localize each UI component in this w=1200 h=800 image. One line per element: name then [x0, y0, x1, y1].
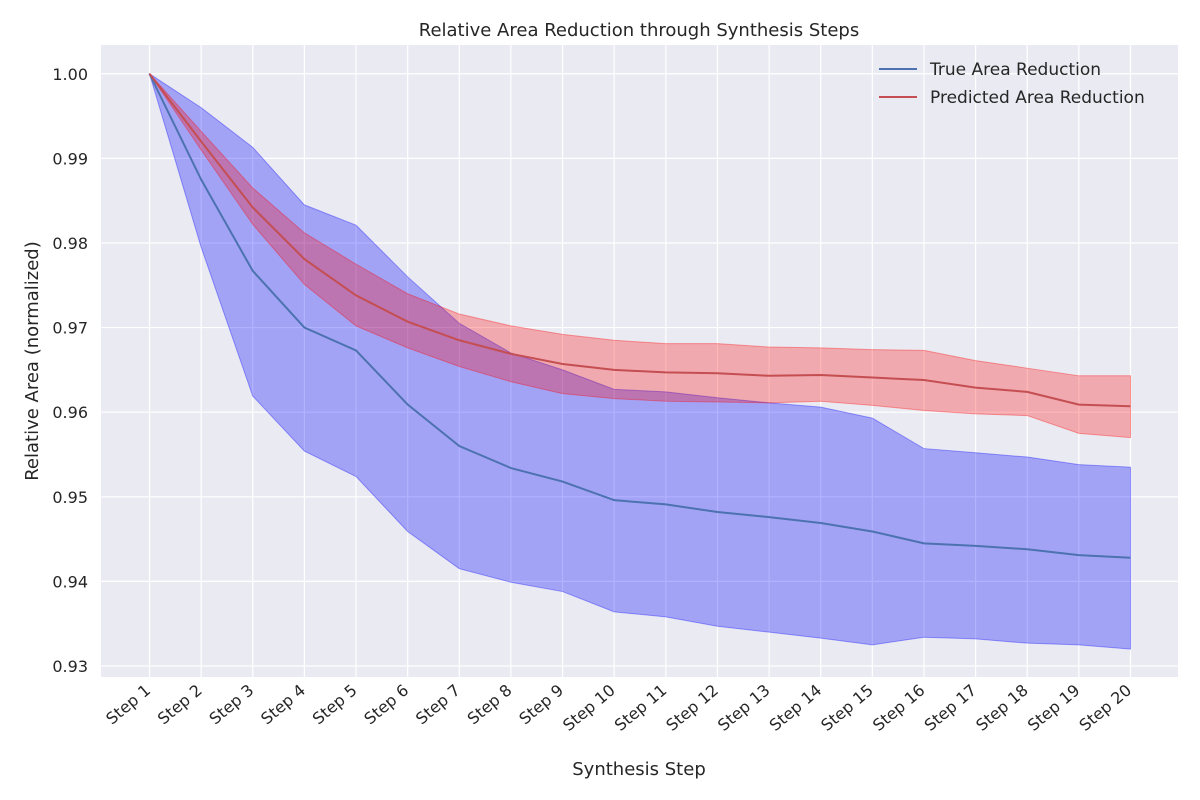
confidence-band-1 [149, 73, 1131, 439]
x-tick-label: Step 7 [412, 681, 464, 729]
x-tick-label: Step 10 [559, 681, 619, 735]
x-tick-label: Step 16 [869, 681, 929, 735]
x-tick-label: Step 14 [766, 681, 826, 735]
y-tick-label: 0.95 [52, 488, 88, 507]
x-tick-label: Step 6 [360, 681, 412, 729]
x-tick-label: Step 20 [1075, 681, 1135, 735]
series-line-0 [148, 73, 1131, 559]
x-tick-label: Step 1 [102, 681, 154, 729]
y-tick-label: 0.93 [52, 657, 88, 676]
x-tick-label: Step 12 [662, 681, 722, 735]
legend: True Area Reduction Predicted Area Reduc… [879, 60, 1145, 108]
x-tick-label: Step 15 [817, 681, 877, 735]
y-tick-labels: 0.93 0.94 0.95 0.96 0.97 0.98 0.99 1.00 [52, 65, 88, 676]
x-tick-label: Step 5 [309, 681, 361, 729]
confidence-band-0 [148, 72, 1131, 650]
x-tick-labels: Step 1 Step 2 Step 3 Step 4 Step 5 Step 6 Step… [102, 681, 1135, 735]
x-tick-label: Step 8 [464, 681, 516, 729]
x-tick-label: Step 19 [1024, 681, 1084, 735]
y-tick-label: 0.94 [52, 572, 88, 591]
y-tick-label: 0.98 [52, 234, 88, 253]
legend-label-true: True Area Reduction [929, 60, 1101, 80]
y-tick-label: 1.00 [52, 65, 88, 84]
series-line-1 [148, 73, 1131, 408]
y-axis-title: Relative Area (normalized) [22, 241, 43, 481]
x-axis-title: Synthesis Step [572, 759, 706, 780]
chart-title: Relative Area Reduction through Synthesi… [419, 20, 859, 41]
grid [101, 45, 1178, 677]
legend-label-predicted: Predicted Area Reduction [930, 88, 1145, 108]
y-tick-label: 0.97 [52, 319, 88, 338]
x-tick-label: Step 2 [154, 681, 206, 729]
x-tick-label: Step 3 [206, 681, 258, 729]
series-lines [148, 73, 1131, 559]
confidence-bands [148, 72, 1131, 650]
x-tick-label: Step 13 [714, 681, 774, 735]
x-tick-label: Step 17 [921, 681, 981, 735]
y-tick-label: 0.99 [52, 149, 88, 168]
x-tick-label: Step 4 [257, 681, 309, 729]
x-tick-label: Step 18 [972, 681, 1032, 735]
plot-background [101, 45, 1178, 677]
y-tick-label: 0.96 [52, 403, 88, 422]
x-tick-label: Step 11 [611, 681, 671, 735]
